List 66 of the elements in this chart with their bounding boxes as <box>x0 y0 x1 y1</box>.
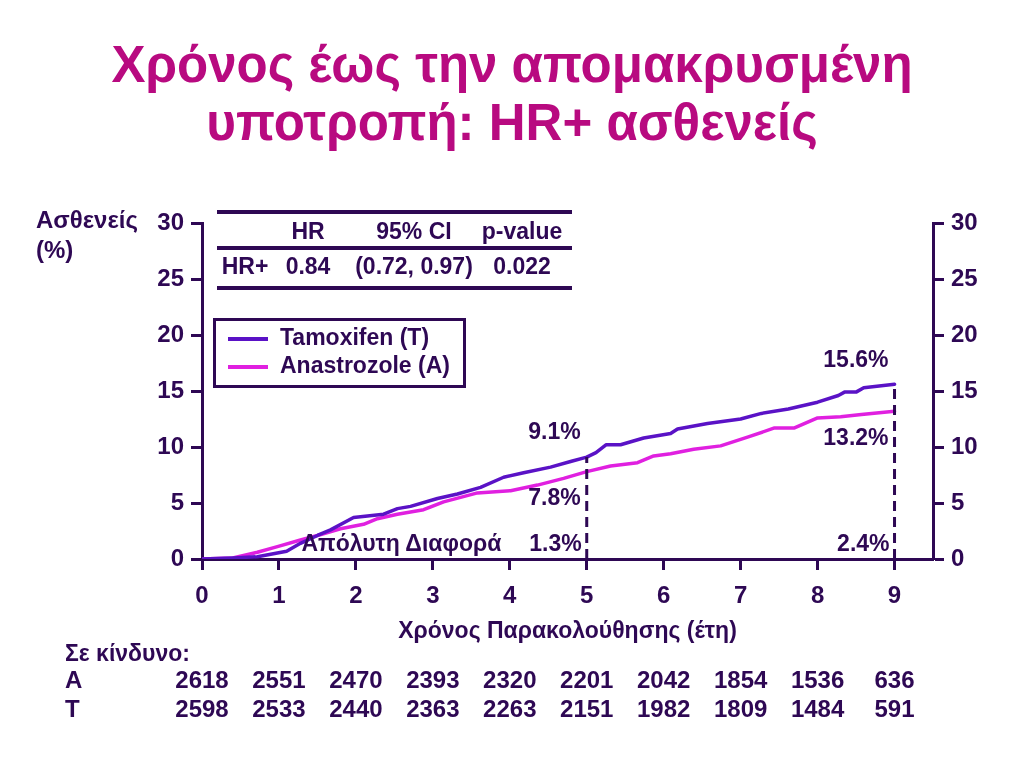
text: 1536 <box>790 665 845 693</box>
y-tick-label: 15 <box>157 375 184 403</box>
text: 2151 <box>560 694 614 722</box>
text: A <box>65 665 83 693</box>
y2-tick-label: 20 <box>951 319 978 347</box>
x-tick-label: 2 <box>349 581 363 609</box>
y-tick-label: 25 <box>157 263 184 291</box>
y-tick-label: 30 <box>157 207 184 235</box>
text: 2320 <box>483 665 537 693</box>
x-tick-label: 6 <box>657 581 671 609</box>
annotation: p-value <box>481 218 563 245</box>
text: T <box>65 694 80 722</box>
text: 1854 <box>713 665 768 693</box>
legend-label: Anastrozole (A) <box>280 352 450 379</box>
annotation: 0.022 <box>493 253 551 280</box>
y2-tick-label: 10 <box>951 431 978 459</box>
x-tick-label: 5 <box>580 581 594 609</box>
text: 591 <box>874 694 915 722</box>
annotation: HR+ <box>221 253 269 280</box>
y-tick-label: 10 <box>157 431 184 459</box>
y-axis-title: Ασθενείς (%) <box>36 205 138 263</box>
chart-title: Χρόνος έως την απομακρυσμένη υποτροπή: HR+ ασθενείς <box>110 36 914 152</box>
y2-tick-label: 25 <box>951 263 978 291</box>
text: 2440 <box>329 694 383 722</box>
x-tick-label: 8 <box>810 581 825 609</box>
text: 2363 <box>406 694 460 722</box>
x-tick-label: 0 <box>195 581 209 609</box>
text: 2551 <box>252 665 306 693</box>
text: 636 <box>874 665 915 693</box>
text: 2533 <box>252 694 306 722</box>
annotation: 0.84 <box>285 253 331 280</box>
annotation: (0.72, 0.97) <box>355 253 473 280</box>
text: 2042 <box>636 665 691 693</box>
y-tick-label: 20 <box>157 319 184 347</box>
x-axis-title: Χρόνος Παρακολούθησης (έτη) <box>398 617 737 644</box>
text: 2201 <box>560 665 614 693</box>
legend-label: Tamoxifen (T) <box>280 324 430 351</box>
annotation: 13.2% <box>823 423 889 450</box>
annotation: 7.8% <box>528 483 581 510</box>
text: Σε κίνδυνο: <box>65 640 190 667</box>
text: 2618 <box>175 665 229 693</box>
x-tick-label: 3 <box>426 581 440 609</box>
y2-tick-label: 30 <box>951 207 978 235</box>
x-tick-label: 1 <box>272 581 286 609</box>
text: 2393 <box>406 665 460 693</box>
text: 2470 <box>329 665 383 693</box>
x-tick-label: 4 <box>503 581 518 609</box>
annotation: 1.3% <box>529 530 582 557</box>
text: 1809 <box>713 694 768 722</box>
annotation: 15.6% <box>823 345 889 372</box>
text: 1484 <box>790 694 845 722</box>
annotation: 9.1% <box>528 418 581 445</box>
text: 1982 <box>636 694 691 722</box>
annotation: Απόλυτη Διαφορά <box>301 530 502 557</box>
y2-tick-label: 5 <box>951 487 965 515</box>
annotation: 2.4% <box>837 530 890 557</box>
x-tick-label: 7 <box>733 581 748 609</box>
text: 2263 <box>483 694 537 722</box>
annotation: HR <box>291 218 325 245</box>
annotation: 95% CI <box>376 218 452 245</box>
y2-tick-label: 0 <box>951 543 965 571</box>
x-tick-label: 9 <box>887 581 902 609</box>
y2-tick-label: 15 <box>951 375 978 403</box>
text: 2598 <box>175 694 229 722</box>
y-tick-label: 5 <box>170 487 184 515</box>
y-tick-label: 0 <box>170 543 184 571</box>
